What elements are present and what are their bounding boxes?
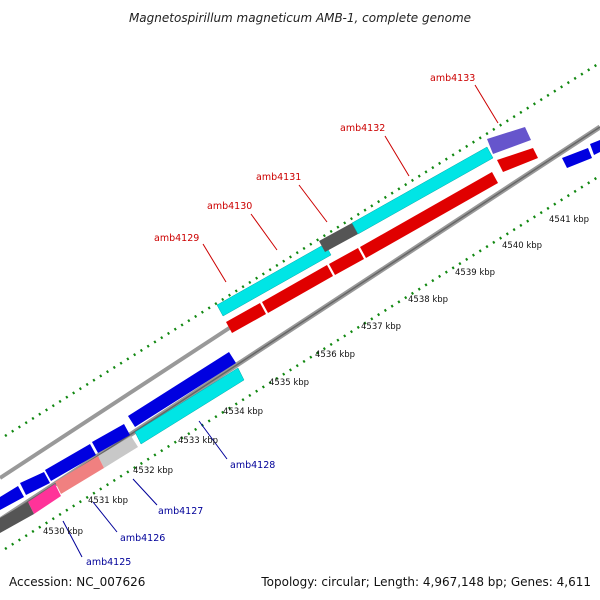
gene-darkgray-block — [0, 502, 34, 533]
gene-blue-block-b — [45, 444, 96, 481]
gene-salmon-block — [55, 456, 104, 494]
kbp-label: 4538 kbp — [408, 295, 448, 305]
gene-amb4129-block — [216, 243, 332, 317]
kbp-label: 4535 kbp — [269, 378, 309, 388]
kbp-label: 4537 kbp — [361, 322, 401, 332]
gene-pink-block — [28, 484, 61, 514]
reverse-strand-features — [0, 140, 600, 533]
gene-red-arrow-4 — [360, 172, 498, 258]
gene-label-amb4131[interactable]: amb4131 — [256, 172, 301, 183]
bottom-gene-labels: amb4125 amb4126 amb4127 amb4128 — [86, 460, 275, 568]
kbp-scale-labels: 4530 kbp 4531 kbp 4532 kbp 4533 kbp 4534… — [43, 215, 589, 537]
top-label-leaders — [202, 84, 499, 283]
gene-upper-blue-block — [128, 352, 236, 427]
kbp-label: 4534 kbp — [223, 407, 263, 417]
gene-label-amb4133[interactable]: amb4133 — [430, 73, 475, 84]
gene-amb4131-block — [351, 146, 494, 235]
forward-strand-features — [128, 127, 531, 445]
gene-label-amb4132[interactable]: amb4132 — [340, 123, 385, 134]
gene-label-amb4126[interactable]: amb4126 — [120, 533, 165, 544]
genome-title: Magnetospirillum magneticum AMB-1, compl… — [129, 11, 471, 25]
gene-red-arrow-1 — [226, 303, 266, 333]
gene-blue-block-a — [92, 424, 130, 453]
gene-blue-arrow-far — [590, 140, 600, 155]
gene-blue-arrow-right — [562, 148, 592, 168]
kbp-label: 4536 kbp — [315, 350, 355, 360]
gene-blue-block-d — [0, 486, 24, 510]
gene-label-amb4130[interactable]: amb4130 — [207, 201, 252, 212]
gene-amb4133-block — [487, 127, 531, 154]
gene-red-arrow-5 — [497, 148, 538, 172]
top-gene-labels: amb4129 amb4130 amb4131 amb4132 amb4133 — [154, 73, 475, 244]
accession-text: Accession: NC_007626 — [9, 575, 145, 589]
gene-label-amb4127[interactable]: amb4127 — [158, 506, 203, 517]
gene-red-arrow-3 — [329, 248, 364, 275]
kbp-label: 4530 kbp — [43, 527, 83, 537]
kbp-label: 4539 kbp — [455, 268, 495, 278]
bottom-label-leaders — [62, 420, 228, 558]
kbp-label: 4540 kbp — [502, 241, 542, 251]
genome-backbone — [0, 124, 600, 523]
gene-label-amb4129[interactable]: amb4129 — [154, 233, 199, 244]
gene-lightgray-block — [98, 436, 138, 468]
inner-tick-track — [4, 175, 599, 551]
kbp-label: 4541 kbp — [549, 215, 589, 225]
gene-upper-cyan-block — [134, 367, 245, 445]
gene-label-amb4128[interactable]: amb4128 — [230, 460, 275, 471]
gene-label-amb4125[interactable]: amb4125 — [86, 557, 131, 568]
kbp-label: 4533 kbp — [178, 436, 218, 446]
gene-blue-block-c — [20, 472, 50, 495]
kbp-label: 4531 kbp — [88, 496, 128, 506]
kbp-label: 4532 kbp — [133, 466, 173, 476]
gene-red-arrow-2 — [262, 265, 333, 313]
topology-text: Topology: circular; Length: 4,967,148 bp… — [260, 575, 591, 589]
gene-amb4130-block — [319, 223, 358, 252]
